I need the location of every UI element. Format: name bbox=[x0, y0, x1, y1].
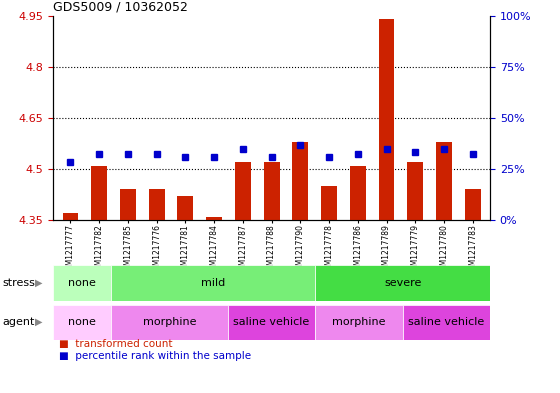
Text: morphine: morphine bbox=[332, 317, 386, 327]
Bar bbox=[91, 165, 107, 220]
Bar bbox=[315, 305, 403, 340]
Bar bbox=[436, 142, 452, 220]
Text: none: none bbox=[68, 278, 96, 288]
Text: saline vehicle: saline vehicle bbox=[408, 317, 484, 327]
Bar bbox=[178, 196, 193, 220]
Bar bbox=[465, 189, 480, 220]
Bar bbox=[63, 213, 78, 220]
Bar bbox=[228, 305, 315, 340]
Bar bbox=[321, 186, 337, 220]
Bar bbox=[315, 265, 490, 301]
Bar bbox=[53, 305, 111, 340]
Bar bbox=[120, 189, 136, 220]
Text: ▶: ▶ bbox=[35, 278, 42, 288]
Text: mild: mild bbox=[201, 278, 226, 288]
Bar bbox=[235, 162, 251, 220]
Bar bbox=[111, 265, 315, 301]
Text: ■  transformed count: ■ transformed count bbox=[59, 339, 172, 349]
Bar bbox=[264, 162, 279, 220]
Text: none: none bbox=[68, 317, 96, 327]
Bar bbox=[111, 305, 228, 340]
Bar bbox=[379, 19, 394, 220]
Text: stress: stress bbox=[3, 278, 36, 288]
Bar bbox=[53, 265, 111, 301]
Text: GDS5009 / 10362052: GDS5009 / 10362052 bbox=[53, 0, 188, 13]
Text: ▶: ▶ bbox=[35, 317, 42, 327]
Bar bbox=[407, 162, 423, 220]
Text: morphine: morphine bbox=[143, 317, 197, 327]
Bar bbox=[292, 142, 308, 220]
Bar bbox=[403, 305, 490, 340]
Text: ■  percentile rank within the sample: ■ percentile rank within the sample bbox=[59, 351, 251, 361]
Text: severe: severe bbox=[384, 278, 421, 288]
Bar bbox=[350, 165, 366, 220]
Bar bbox=[206, 217, 222, 220]
Bar bbox=[149, 189, 165, 220]
Text: agent: agent bbox=[3, 317, 35, 327]
Text: saline vehicle: saline vehicle bbox=[234, 317, 310, 327]
